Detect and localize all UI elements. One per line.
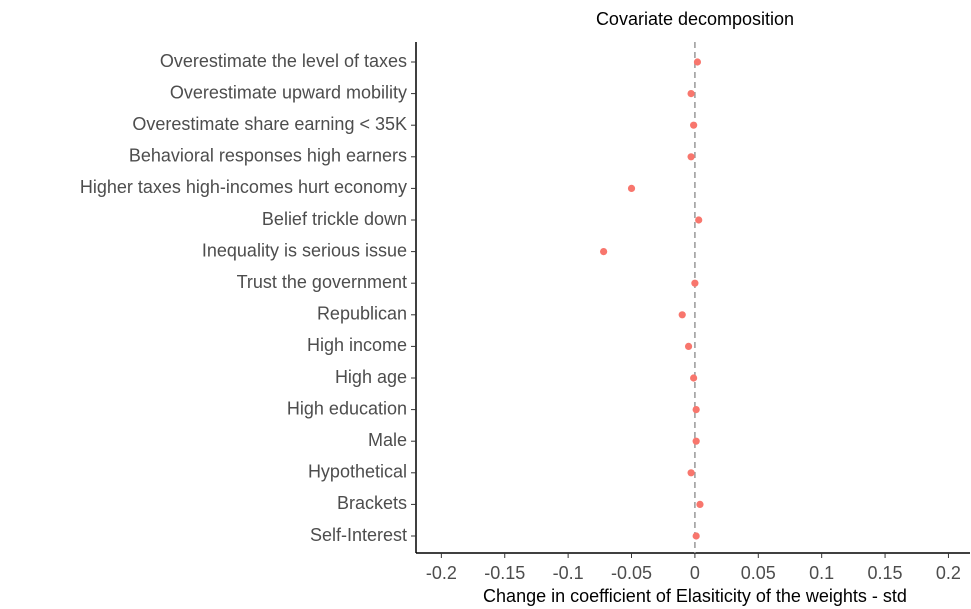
- x-tick-label: -0.15: [484, 563, 525, 583]
- x-tick-label: -0.05: [611, 563, 652, 583]
- y-tick-label: Male: [368, 430, 407, 450]
- y-tick-label: Higher taxes high-incomes hurt economy: [80, 177, 407, 197]
- chart-title: Covariate decomposition: [596, 9, 794, 29]
- dot: [692, 406, 700, 414]
- dot: [678, 311, 686, 319]
- y-tick-label: High income: [307, 335, 407, 355]
- y-tick-label: Behavioral responses high earners: [129, 146, 407, 166]
- y-tick-label: Overestimate upward mobility: [170, 82, 407, 102]
- x-tick-label: -0.2: [426, 563, 457, 583]
- dot: [692, 532, 700, 540]
- x-tick-label: 0.05: [741, 563, 776, 583]
- dot: [687, 90, 695, 98]
- y-tick-label: Overestimate share earning < 35K: [132, 114, 407, 134]
- y-tick-label: High education: [287, 398, 407, 418]
- dot: [691, 279, 699, 287]
- x-axis-title: Change in coefficient of Elasiticity of …: [483, 586, 907, 606]
- dot: [693, 58, 702, 66]
- y-tick-label: Trust the government: [237, 272, 407, 292]
- dot: [687, 469, 695, 477]
- y-tick-label: Republican: [317, 304, 407, 324]
- dot: [692, 437, 700, 445]
- y-tick-label: Hypothetical: [308, 462, 407, 482]
- dot: [600, 248, 608, 256]
- y-tick-label: Belief trickle down: [262, 209, 407, 229]
- x-tick-label: -0.1: [553, 563, 584, 583]
- x-tick-label: 0.1: [809, 563, 834, 583]
- x-tick-label: 0: [690, 563, 700, 583]
- x-tick-label: 0.15: [868, 563, 903, 583]
- dot: [690, 374, 698, 382]
- y-tick-label: Self-Interest: [310, 525, 407, 545]
- dot: [696, 500, 704, 508]
- dot: [684, 342, 693, 350]
- y-tick-label: Brackets: [337, 493, 407, 513]
- y-tick-label: Overestimate the level of taxes: [160, 51, 407, 71]
- dot: [627, 184, 636, 192]
- dot: [687, 153, 695, 161]
- y-tick-label: Inequality is serious issue: [202, 240, 407, 260]
- y-tick-label: High age: [335, 367, 407, 387]
- dot: [695, 216, 703, 224]
- x-tick-label: 0.2: [936, 563, 961, 583]
- dot: [690, 121, 698, 129]
